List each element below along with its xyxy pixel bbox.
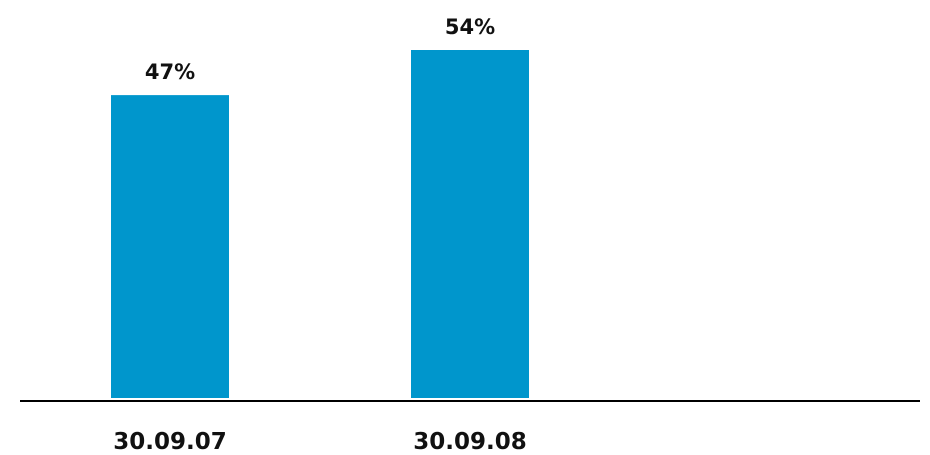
data-label-1: 47% — [145, 60, 195, 84]
x-tick-label-2: 30.09.08 — [413, 429, 527, 455]
data-label-2: 54% — [445, 15, 495, 39]
bar-2 — [411, 50, 529, 398]
bars-group — [111, 50, 529, 398]
x-tick-labels-group: 30.09.07 30.09.08 — [113, 429, 527, 455]
bar-1 — [111, 95, 229, 398]
x-tick-label-1: 30.09.07 — [113, 429, 227, 455]
data-labels-group: 47% 54% — [145, 15, 495, 84]
